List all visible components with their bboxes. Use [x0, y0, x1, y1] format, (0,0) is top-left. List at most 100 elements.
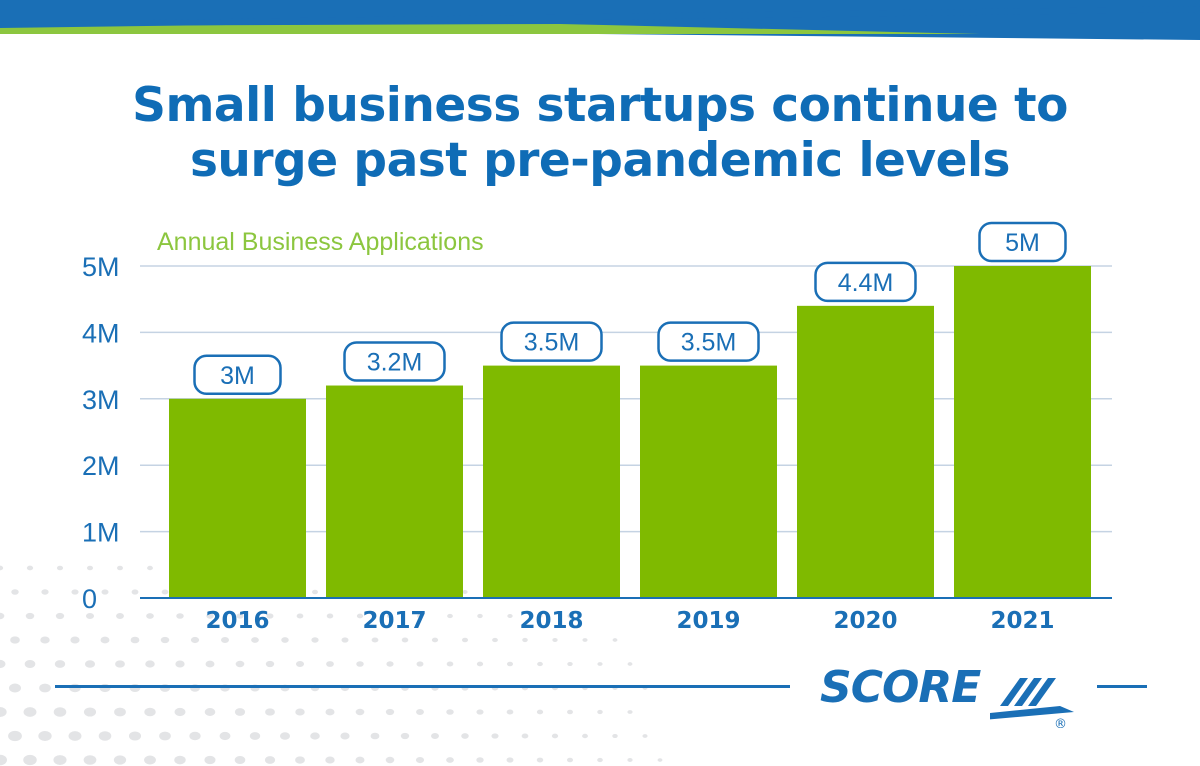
decorative-dot	[370, 732, 380, 740]
decorative-dot	[341, 637, 349, 643]
decorative-dot	[356, 613, 364, 619]
decorative-dot	[71, 589, 79, 595]
decorative-dot	[174, 707, 186, 717]
decorative-dot	[415, 756, 425, 764]
decorative-dot	[161, 589, 169, 595]
y-tick-label: 4M	[82, 318, 120, 348]
decorative-dot	[234, 708, 246, 716]
decorative-dot	[23, 707, 37, 717]
decorative-dot	[147, 565, 153, 571]
logo-text: SCORE	[820, 662, 981, 713]
decorative-dot	[264, 756, 276, 764]
decorative-dot	[220, 636, 230, 644]
decorative-dot	[521, 733, 529, 739]
decorative-dot	[461, 733, 469, 739]
decorative-dot	[85, 612, 95, 620]
x-tick-label: 2016	[205, 608, 269, 634]
decorative-dot	[400, 732, 410, 740]
data-label-text: 3.5M	[681, 329, 737, 357]
decorative-dot	[251, 637, 259, 643]
decorative-dot	[219, 731, 231, 741]
decorative-dot	[296, 613, 304, 619]
decorative-dot	[461, 637, 469, 643]
bar	[954, 266, 1091, 598]
decorative-dot	[355, 708, 365, 716]
decorative-dot	[205, 660, 215, 668]
decorative-dot	[401, 637, 409, 643]
data-label-box	[343, 341, 446, 382]
decorative-dot	[627, 710, 633, 714]
title-line-2: surge past pre-pandemic levels	[189, 133, 1011, 188]
top-banner	[0, 0, 1200, 40]
decorative-dot	[70, 636, 80, 644]
decorative-dot	[53, 755, 67, 765]
bars	[169, 266, 1091, 598]
decorative-dot	[56, 565, 64, 571]
decorative-dot	[8, 730, 22, 742]
x-tick-label: 2018	[519, 608, 583, 634]
decorative-dot	[326, 613, 334, 619]
decorative-dot	[40, 636, 50, 644]
decorative-dot	[235, 660, 245, 668]
decorative-dot	[385, 708, 395, 716]
decorative-dot	[310, 732, 320, 740]
decorative-dot	[506, 757, 514, 763]
decorative-dot	[552, 637, 558, 643]
decorative-dot	[506, 661, 514, 667]
data-label-box	[193, 354, 282, 396]
decorative-dot	[265, 708, 275, 716]
decorative-dot	[462, 590, 468, 594]
decorative-dot	[175, 660, 185, 668]
decorative-dot	[566, 757, 574, 763]
x-tick-label: 2017	[362, 608, 426, 634]
decorative-dot	[446, 661, 454, 667]
decorative-dot	[582, 733, 588, 739]
decorative-dot	[431, 733, 439, 739]
decorative-dot	[41, 589, 49, 595]
decorative-dot	[279, 732, 291, 740]
y-tick-label: 2M	[82, 451, 120, 481]
decorative-dot	[597, 662, 603, 666]
decorative-dot	[537, 661, 543, 667]
decorative-dot	[506, 709, 514, 715]
decorative-dot	[326, 661, 334, 667]
decorative-dot	[38, 730, 52, 742]
y-tick-label: 3M	[82, 385, 120, 415]
decorative-dot	[537, 614, 543, 618]
decorative-dot	[130, 636, 140, 644]
decorative-dot	[115, 660, 125, 668]
decorative-dot	[117, 565, 123, 571]
decorative-dot	[234, 756, 246, 764]
decorative-dot	[476, 709, 484, 715]
data-label-text: 3M	[220, 362, 255, 390]
score-logo: SCORE ®	[812, 662, 1082, 728]
decorative-dot	[416, 709, 424, 715]
bar	[169, 398, 306, 598]
decorative-dot	[447, 613, 453, 619]
decorative-dot	[295, 660, 305, 668]
decorative-dot	[146, 613, 154, 619]
decorative-dot	[386, 613, 394, 619]
decorative-dot	[536, 757, 544, 763]
decorative-dot	[236, 613, 244, 619]
decorative-dot	[0, 707, 7, 717]
bar	[483, 365, 620, 598]
bar	[640, 365, 777, 598]
decorative-dot	[356, 661, 364, 667]
decorative-dot	[582, 638, 588, 642]
decorative-dot	[657, 758, 663, 762]
footer-rule-right	[1097, 685, 1147, 688]
decorative-dot	[11, 589, 19, 595]
decorative-dot	[0, 754, 7, 766]
decorative-dot	[98, 731, 112, 741]
decorative-dot	[23, 754, 37, 766]
x-tick-label: 2019	[676, 608, 740, 634]
x-tick-label: 2021	[990, 608, 1054, 634]
axes: 0 1M 2M 3M 4M 5M 2016 2017 2018 2019 2020 2021	[82, 252, 1112, 634]
data-label-text: 5M	[1005, 229, 1040, 257]
decorative-dot	[627, 758, 633, 762]
decorative-dot	[206, 613, 214, 619]
decorative-dot	[54, 660, 66, 668]
decorative-dot	[0, 659, 6, 669]
decorative-dot	[325, 756, 335, 764]
